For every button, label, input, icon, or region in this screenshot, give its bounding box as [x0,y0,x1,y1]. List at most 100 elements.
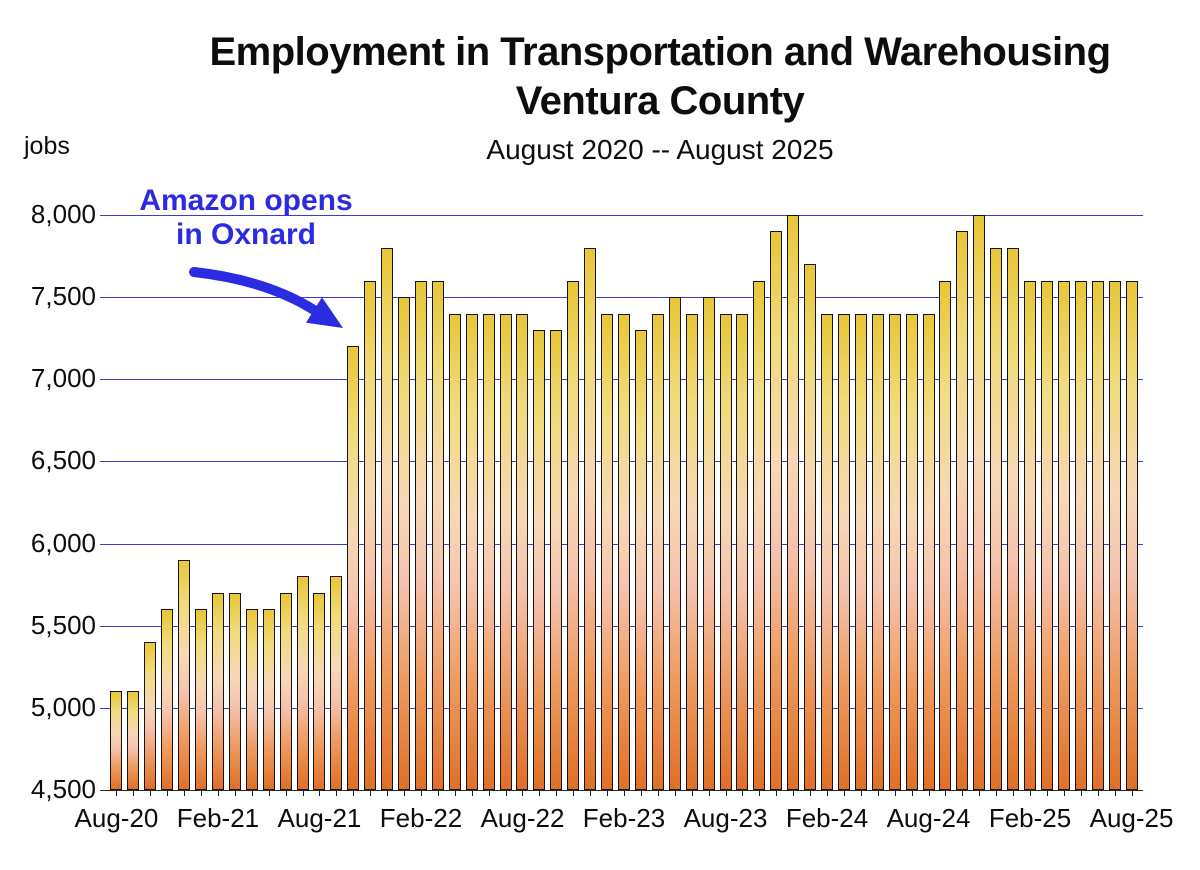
x-tick-Sep-24 [945,790,947,796]
x-tick-Dec-24 [996,790,998,796]
bar-Mar-25 [1040,280,1053,790]
bar-Apr-24 [854,313,867,790]
bar-Mar-22 [431,280,444,790]
y-axis-unit-label: jobs [24,132,70,160]
x-axis-label-Aug-25: Aug-25 [1089,803,1174,833]
bar-Dec-24 [990,247,1003,790]
bar-Nov-23 [770,231,783,790]
bar-Aug-21 [313,592,326,790]
x-tick-Apr-21 [251,790,253,796]
bar-Oct-20 [144,642,157,790]
x-tick-May-21 [268,790,270,796]
y-axis-label-5500: 5,500 [30,609,96,640]
bar-Dec-22 [584,247,597,790]
x-tick-Jul-22 [505,790,507,796]
x-tick-Mar-25 [1046,790,1048,796]
x-tick-Feb-23 [624,790,625,796]
bar-May-24 [871,313,884,790]
gridline-8000 [100,215,1143,216]
x-tick-Aug-25 [1131,790,1133,796]
x-tick-Aug-20 [116,790,118,796]
y-axis-label-5000: 5,000 [30,691,96,722]
bar-Mar-24 [837,313,850,790]
bar-Aug-24 [922,313,935,790]
bar-Jun-23 [685,313,698,790]
bar-Feb-25 [1024,280,1037,790]
y-axis-label-6000: 6,000 [30,527,96,558]
x-tick-Sep-22 [539,790,541,796]
x-tick-Aug-24 [928,790,930,796]
x-tick-Apr-23 [657,790,659,796]
x-tick-Sep-20 [133,790,135,796]
x-axis-baseline [100,790,1143,791]
x-tick-May-24 [877,790,879,796]
bar-Dec-20 [178,560,191,790]
x-tick-Jun-23 [691,790,693,796]
x-tick-Feb-24 [827,790,829,796]
bar-Nov-21 [364,280,377,790]
bar-Oct-23 [753,280,766,790]
x-tick-Nov-20 [167,790,169,796]
bar-Jan-23 [601,313,614,790]
bar-Aug-25 [1125,280,1138,790]
bar-Apr-21 [245,609,258,790]
x-tick-Dec-20 [184,790,186,796]
bar-Dec-23 [787,215,800,790]
x-tick-Oct-20 [150,790,152,796]
bar-May-22 [465,313,478,790]
x-tick-Jun-24 [894,790,896,796]
chart-subtitle: August 2020 -- August 2025 [486,133,834,165]
x-tick-Jul-25 [1114,790,1116,796]
x-tick-Aug-22 [522,790,524,796]
x-tick-Sep-21 [336,790,338,796]
bar-Aug-22 [516,313,529,790]
x-tick-Mar-22 [437,790,439,796]
bar-Apr-22 [448,313,461,790]
gridline-7500 [100,297,1143,299]
bar-Jun-21 [279,592,292,790]
bar-Jul-23 [702,297,715,790]
bar-Sep-23 [736,313,749,790]
x-tick-Jul-21 [302,790,304,796]
x-tick-Nov-21 [370,790,372,796]
bar-Mar-23 [634,330,647,790]
x-tick-Sep-23 [742,790,744,796]
x-tick-Jun-25 [1097,790,1099,796]
x-tick-Apr-22 [454,790,456,796]
x-axis-label-Aug-20: Aug-20 [74,803,159,833]
x-axis-label-Feb-21: Feb-21 [176,803,260,833]
bar-Oct-24 [956,231,969,790]
x-tick-Feb-21 [217,790,219,796]
bar-Jan-24 [804,264,817,790]
bar-Jul-25 [1108,280,1121,790]
bar-Jun-22 [482,313,495,790]
x-tick-May-25 [1080,790,1082,796]
x-tick-May-22 [471,790,473,796]
x-tick-Jan-24 [810,790,812,796]
x-tick-Jan-25 [1013,790,1015,796]
x-tick-Nov-24 [979,790,981,796]
x-axis-label-Aug-21: Aug-21 [277,803,362,833]
x-tick-Nov-22 [573,790,575,796]
x-tick-Oct-23 [759,790,761,796]
x-tick-Aug-21 [319,790,321,796]
annotation-text: Amazon opens in Oxnard [110,184,382,252]
y-axis-label-4500: 4,500 [30,773,96,804]
x-tick-Jan-22 [404,790,406,796]
x-tick-Feb-25 [1030,790,1032,796]
bar-Jul-24 [905,313,918,790]
chart-titles: Employment in Transportation and Warehou… [120,28,1200,166]
bar-Jun-25 [1091,280,1104,790]
bar-Mar-21 [228,592,241,790]
x-tick-Apr-25 [1063,790,1065,796]
y-axis-label-8000: 8,000 [30,198,96,229]
bar-Feb-22 [414,280,427,790]
bar-Sep-22 [533,330,546,790]
x-tick-Oct-21 [353,790,355,796]
bar-Jun-24 [888,313,901,790]
bar-Feb-24 [821,313,834,790]
bar-May-25 [1074,280,1087,790]
x-tick-Mar-24 [843,790,845,796]
bar-Nov-20 [161,609,174,790]
x-tick-Dec-23 [793,790,795,796]
